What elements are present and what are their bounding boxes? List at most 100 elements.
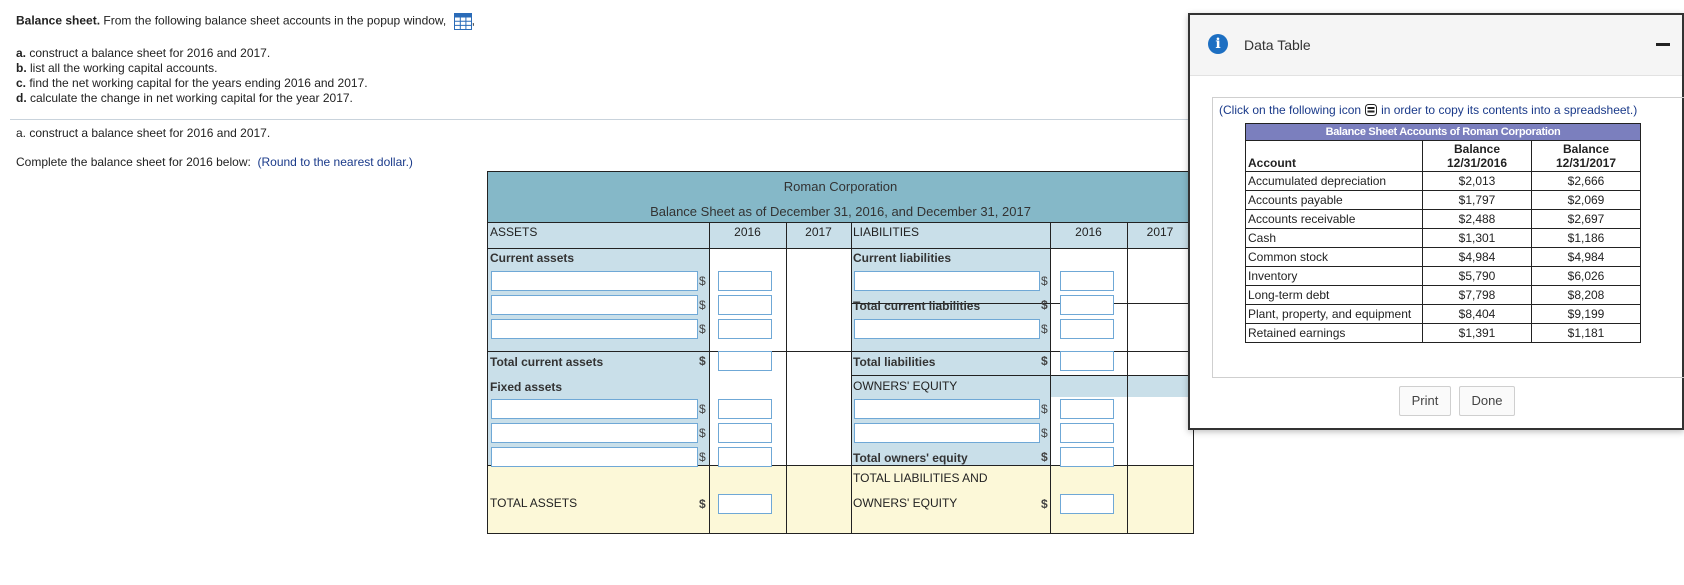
total-liab-equity-label-2: OWNERS' EQUITY — [853, 496, 958, 510]
balance-2017-cell: $6,026 — [1531, 266, 1641, 286]
question-part-b: b. list all the working capital accounts… — [16, 61, 218, 75]
balance-2016-cell: $4,984 — [1422, 247, 1532, 267]
account-cell: Retained earnings — [1245, 323, 1423, 343]
popup-header: i Data Table — [1190, 15, 1682, 76]
col-account-header: Account — [1245, 140, 1423, 172]
total-assets-value[interactable] — [718, 494, 772, 514]
fixed-asset-name-1[interactable] — [491, 399, 698, 419]
question-title-bold: Balance sheet. — [16, 13, 101, 28]
info-icon: i — [1208, 34, 1228, 54]
balance-2016-cell: $2,013 — [1422, 171, 1532, 191]
balance-2017-cell: $9,199 — [1531, 304, 1641, 324]
current-asset-name-1[interactable] — [491, 271, 698, 291]
equity-value-2[interactable] — [1060, 423, 1114, 443]
fixed-asset-value-1[interactable] — [718, 399, 772, 419]
account-cell: Common stock — [1245, 247, 1423, 267]
total-liabilities-label: Total liabilities — [853, 355, 936, 369]
dollar-sign: $ — [1041, 426, 1048, 440]
fixed-asset-name-3[interactable] — [491, 447, 698, 467]
total-liabilities-value[interactable] — [1060, 351, 1114, 371]
table-row: Common stock $4,984 $4,984 — [1245, 247, 1641, 267]
balance-2016-cell: $1,391 — [1422, 323, 1532, 343]
fixed-asset-value-3[interactable] — [718, 447, 772, 467]
sheet-header: Roman Corporation Balance Sheet as of De… — [488, 172, 1193, 222]
table-row: Accounts receivable $2,488 $2,697 — [1245, 209, 1641, 229]
instruction: Complete the balance sheet for 2016 belo… — [16, 155, 413, 169]
data-table-panel: (Click on the following icon in order to… — [1212, 97, 1684, 378]
balance-sheet-table: Roman Corporation Balance Sheet as of De… — [487, 171, 1194, 534]
account-cell: Long-term debt — [1245, 285, 1423, 305]
accounts-table: Balance Sheet Accounts of Roman Corporat… — [1245, 123, 1641, 343]
account-cell: Plant, property, and equipment — [1245, 304, 1423, 324]
account-cell: Inventory — [1245, 266, 1423, 286]
dollar-sign: $ — [1041, 322, 1048, 336]
balance-2017-cell: $2,069 — [1531, 190, 1641, 210]
table-row: Retained earnings $1,391 $1,181 — [1245, 323, 1641, 343]
assets-2017-header: 2017 — [786, 222, 851, 248]
fixed-asset-value-2[interactable] — [718, 423, 772, 443]
print-button[interactable]: Print — [1399, 386, 1451, 416]
account-cell: Accounts receivable — [1245, 209, 1423, 229]
fixed-asset-name-2[interactable] — [491, 423, 698, 443]
total-owners-equity-value[interactable] — [1060, 447, 1114, 467]
current-asset-name-3[interactable] — [491, 319, 698, 339]
sheet-subtitle: Balance Sheet as of December 31, 2016, a… — [650, 204, 1031, 219]
current-liability-name-1[interactable] — [854, 271, 1040, 291]
total-assets-area — [488, 465, 709, 533]
dollar-sign: $ — [1041, 298, 1048, 312]
current-liability-value-1[interactable] — [1060, 271, 1114, 291]
total-assets-label: TOTAL ASSETS — [490, 496, 578, 510]
long-term-liability-value[interactable] — [1060, 319, 1114, 339]
equity-name-1[interactable] — [854, 399, 1040, 419]
current-asset-value-2[interactable] — [718, 295, 772, 315]
copy-to-spreadsheet-icon[interactable] — [1365, 104, 1378, 116]
col-2016-header: Balance 12/31/2016 — [1422, 140, 1532, 172]
account-cell: Accounts payable — [1245, 190, 1423, 210]
data-table-grid-icon[interactable] — [453, 13, 472, 30]
dollar-sign: $ — [1041, 497, 1048, 511]
current-part: a. construct a balance sheet for 2016 an… — [16, 126, 271, 140]
current-asset-value-3[interactable] — [718, 319, 772, 339]
assets-2016-header: 2016 — [709, 222, 786, 248]
balance-2016-cell: $1,797 — [1422, 190, 1532, 210]
owners-equity-label: OWNERS' EQUITY — [853, 379, 958, 393]
dollar-sign: $ — [1041, 354, 1048, 368]
instruction-text: Complete the balance sheet for 2016 belo… — [16, 155, 251, 169]
total-liab-equity-value[interactable] — [1060, 494, 1114, 514]
balance-2017-cell: $1,186 — [1531, 228, 1641, 248]
long-term-liability-name[interactable] — [854, 319, 1040, 339]
balance-2017-cell: $2,697 — [1531, 209, 1641, 229]
balance-2016-cell: $5,790 — [1422, 266, 1532, 286]
equity-value-1[interactable] — [1060, 399, 1114, 419]
current-asset-value-1[interactable] — [718, 271, 772, 291]
done-button[interactable]: Done — [1459, 386, 1515, 416]
total-current-liabilities-value[interactable] — [1060, 295, 1114, 315]
table-caption: Balance Sheet Accounts of Roman Corporat… — [1245, 123, 1641, 141]
current-assets-label: Current assets — [490, 251, 575, 265]
round-note: (Round to the nearest dollar.) — [257, 155, 413, 169]
current-liabilities-label: Current liabilities — [853, 251, 952, 265]
copy-note-before: (Click on the following icon — [1219, 103, 1362, 117]
assets-header: ASSETS — [488, 222, 709, 248]
total-liab-equity-area — [851, 465, 1050, 533]
question-part-d: d. calculate the change in net working c… — [16, 91, 353, 105]
total-current-assets-value[interactable] — [718, 351, 772, 371]
minimize-icon[interactable] — [1656, 37, 1670, 51]
dollar-sign: $ — [699, 450, 706, 464]
dollar-sign: $ — [699, 274, 706, 288]
dollar-sign: $ — [1041, 274, 1048, 288]
question-part-c: c. find the net working capital for the … — [16, 76, 368, 90]
question-title: Balance sheet. From the following balanc… — [16, 13, 475, 30]
table-row: Accumulated depreciation $2,013 $2,666 — [1245, 171, 1641, 191]
liab-2017-header: 2017 — [1127, 222, 1193, 248]
copy-note-after: in order to copy its contents into a spr… — [1381, 103, 1638, 117]
question-part-a: a. construct a balance sheet for 2016 an… — [16, 46, 271, 60]
current-asset-name-2[interactable] — [491, 295, 698, 315]
equity-name-2[interactable] — [854, 423, 1040, 443]
table-row: Cash $1,301 $1,186 — [1245, 228, 1641, 248]
liab-2016-header: 2016 — [1050, 222, 1127, 248]
dollar-sign: $ — [1041, 402, 1048, 416]
total-current-assets-label: Total current assets — [490, 355, 604, 369]
balance-2017-cell: $4,984 — [1531, 247, 1641, 267]
dollar-sign: $ — [699, 402, 706, 416]
